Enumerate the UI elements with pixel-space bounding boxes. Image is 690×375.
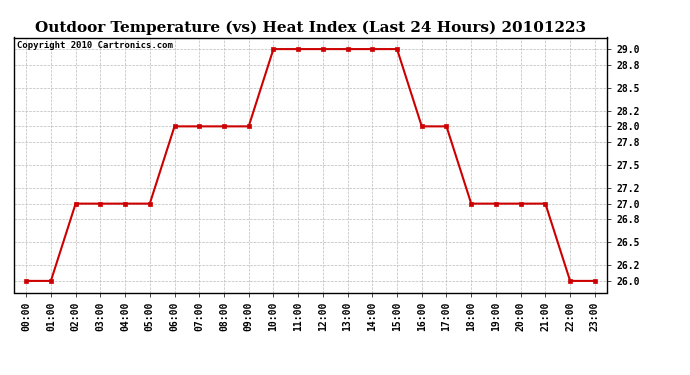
Text: Copyright 2010 Cartronics.com: Copyright 2010 Cartronics.com: [17, 41, 172, 50]
Title: Outdoor Temperature (vs) Heat Index (Last 24 Hours) 20101223: Outdoor Temperature (vs) Heat Index (Las…: [35, 21, 586, 35]
